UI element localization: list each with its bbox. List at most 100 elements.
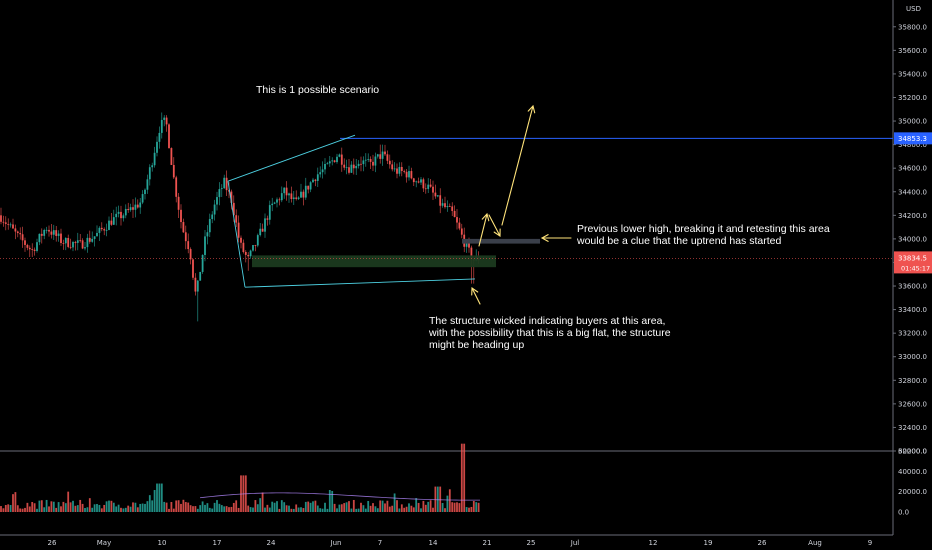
candle <box>434 184 437 199</box>
candle-body <box>225 177 228 191</box>
volume-bar <box>216 500 218 512</box>
volume-bar <box>100 508 103 512</box>
candle-body <box>201 254 204 272</box>
volume-bar <box>237 507 240 512</box>
candle-body <box>398 166 401 174</box>
candle-body <box>60 233 62 244</box>
candle-body <box>324 163 326 170</box>
candle <box>386 150 389 164</box>
candle <box>364 153 367 167</box>
candle-body <box>451 206 454 211</box>
candle-body <box>187 241 190 250</box>
candle-body <box>396 168 398 174</box>
volume-bar <box>292 508 295 512</box>
candle <box>408 165 410 181</box>
candle-body <box>14 228 17 232</box>
candle <box>62 239 65 250</box>
volume-bar <box>158 483 161 512</box>
volume-tick-label: 60000.0 <box>898 448 927 456</box>
candle-body <box>232 202 235 216</box>
volume-bar <box>446 495 449 512</box>
candle <box>343 158 346 171</box>
candle <box>182 218 185 233</box>
volume-bar <box>60 506 62 512</box>
candle-body <box>391 164 394 170</box>
candle <box>328 155 331 167</box>
volume-bar <box>120 507 122 512</box>
candle <box>405 169 408 183</box>
candle <box>165 115 168 132</box>
candle <box>422 177 425 192</box>
candle <box>105 223 108 237</box>
candle <box>309 181 312 193</box>
candle-body <box>141 194 144 203</box>
candle-body <box>465 242 468 247</box>
volume-bar <box>398 508 401 512</box>
arrow-head <box>493 228 501 238</box>
candle-body <box>362 160 365 165</box>
volume-bar <box>285 505 288 512</box>
candle <box>52 224 55 240</box>
candle-body <box>103 229 106 231</box>
volume-bar <box>410 505 413 512</box>
candle-body <box>158 132 161 142</box>
volume-bar <box>55 507 58 512</box>
candle-body <box>220 188 223 190</box>
candle <box>247 252 250 271</box>
candle <box>316 167 319 187</box>
candle-body <box>355 166 358 169</box>
volume-bar <box>453 502 456 512</box>
candle <box>48 225 50 237</box>
candle-body <box>12 224 14 229</box>
volume-bar <box>146 501 149 512</box>
time-label: 17 <box>213 539 222 547</box>
candle-body <box>288 193 290 196</box>
candle-body <box>410 171 413 179</box>
time-label: 7 <box>378 539 382 547</box>
candle <box>292 190 295 206</box>
volume-bar <box>141 503 144 512</box>
candle-body <box>316 174 319 181</box>
candle-body <box>93 236 96 239</box>
candle <box>12 218 14 229</box>
volume-bar <box>172 508 175 512</box>
volume-bar <box>256 504 259 512</box>
volume-bar <box>295 504 298 512</box>
volume-bar <box>165 502 168 512</box>
candle-body <box>26 244 29 248</box>
volume-bar <box>91 507 94 512</box>
volume-bar <box>50 501 53 512</box>
candle <box>115 206 118 226</box>
volume-bar <box>127 505 130 512</box>
volume-bar <box>45 499 48 512</box>
volume-bar <box>232 502 235 512</box>
candle-body <box>271 203 274 206</box>
time-label: Jun <box>330 539 342 547</box>
volume-bar <box>48 506 50 512</box>
candle <box>26 243 29 251</box>
time-label: 12 <box>649 539 658 547</box>
volume-bar <box>458 503 461 512</box>
volume-bar <box>43 507 46 512</box>
candle-body <box>264 218 266 232</box>
volume-bar <box>57 502 60 512</box>
candle <box>31 243 34 257</box>
candle <box>225 170 228 196</box>
volume-bar <box>189 505 192 512</box>
volume-bar <box>139 503 142 512</box>
volume-bar <box>144 503 146 512</box>
candle <box>415 180 418 188</box>
lower-high-zone <box>462 238 540 244</box>
volume-bar <box>324 502 326 512</box>
volume-bar <box>254 500 257 512</box>
candle <box>333 159 336 163</box>
volume-bar <box>223 506 226 512</box>
candle-body <box>283 187 286 194</box>
candle-body <box>175 177 178 197</box>
candle-body <box>134 204 137 210</box>
candle <box>261 223 264 232</box>
candle <box>160 112 163 139</box>
volume-bar <box>28 506 31 512</box>
